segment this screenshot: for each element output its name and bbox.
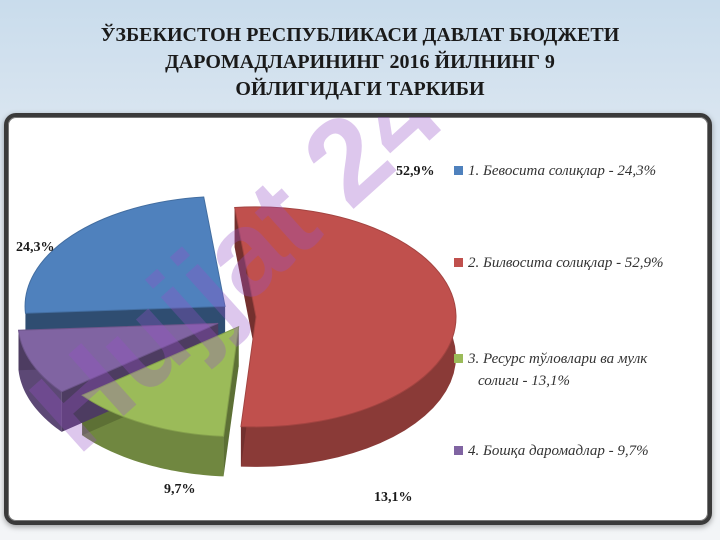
- title-line-1: ЎЗБЕКИСТОН РЕСПУБЛИКАСИ ДАВЛАТ БЮДЖЕТИ: [100, 24, 620, 46]
- pie-slice-wall-2-1: [234, 207, 256, 357]
- data-label-4: 9,7%: [164, 482, 196, 497]
- chart-legend: 1. Бевосита солиқлар - 24,3% 2. Билвосита…: [454, 163, 664, 459]
- data-label-3: 13,1%: [374, 490, 413, 505]
- legend-marker-2: [454, 258, 463, 267]
- legend-text-4: 4. Бошқа даромадлар - 9,7%: [468, 443, 649, 459]
- chart-frame: 24,3% 52,9% 13,1% 9,7% 1. Бевосита солиқлар…: [4, 113, 712, 525]
- legend-text-3: 3. Ресурс тўловлари ва мулк: [467, 351, 648, 367]
- legend-text-2: 2. Билвосита солиқлар - 52,9%: [468, 255, 664, 271]
- pie-slice-2: [234, 206, 457, 428]
- legend-marker-4: [454, 446, 463, 455]
- title-line-3: ОЙЛИГИДАГИ ТАРКИБИ: [235, 78, 485, 100]
- title-line-2: ДАРОМАДЛАРИНИНГ 2016 ЙИЛНИНГ 9: [165, 51, 555, 73]
- pie-chart: 24,3% 52,9% 13,1% 9,7% 1. Бевосита солиқлар…: [8, 117, 664, 505]
- legend-marker-1: [454, 166, 463, 175]
- legend-marker-3: [454, 354, 463, 363]
- pie-slice-4: [17, 322, 219, 393]
- data-label-1: 24,3%: [16, 240, 55, 255]
- chart-title: ЎЗБЕКИСТОН РЕСПУБЛИКАСИ ДАВЛАТ БЮДЖЕТИ Д…: [0, 22, 720, 103]
- legend-text-1: 1. Бевосита солиқлар - 24,3%: [468, 163, 656, 179]
- pie-slice-1: [24, 196, 226, 314]
- pie-slice-3: [81, 325, 240, 437]
- pie-data-labels: 24,3% 52,9% 13,1% 9,7%: [16, 164, 435, 505]
- data-label-2: 52,9%: [396, 164, 435, 179]
- pie-slice-side-4: [18, 330, 62, 432]
- legend-text-3-2: солиги - 13,1%: [478, 373, 570, 389]
- pie-slices: [17, 196, 457, 477]
